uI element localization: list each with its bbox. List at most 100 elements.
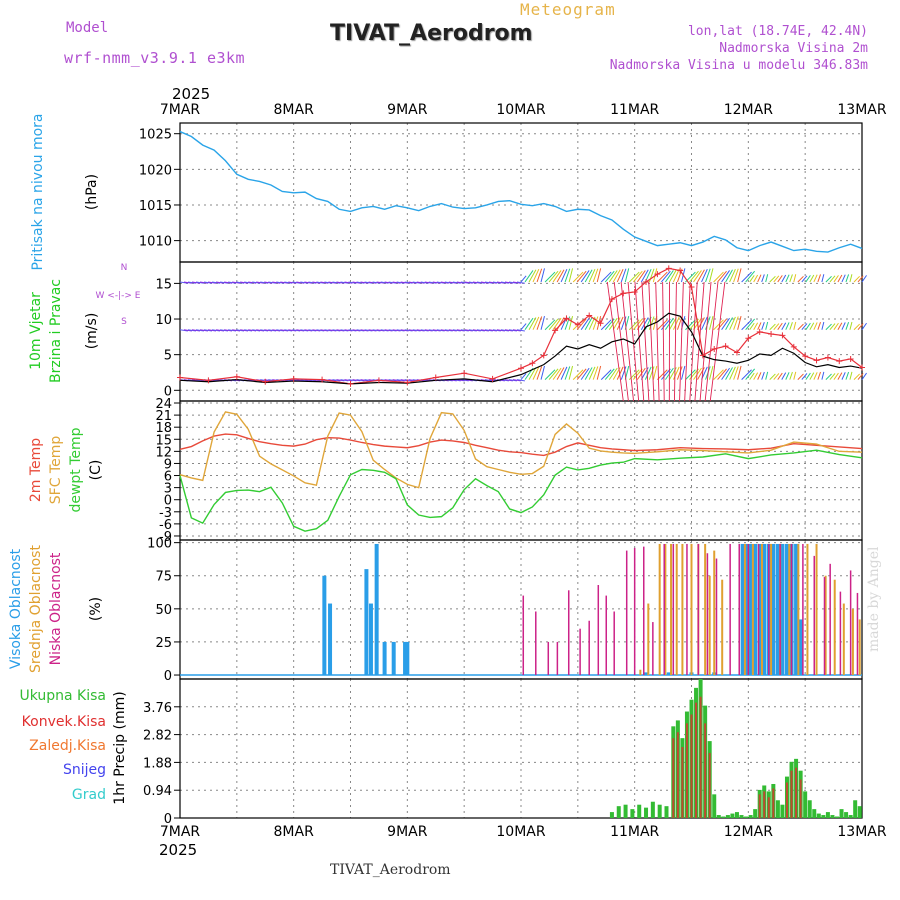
wind-barb	[837, 322, 843, 330]
wind-barb	[356, 281, 365, 284]
wind-barb	[320, 281, 329, 284]
total-precip-bar	[616, 806, 621, 818]
wind-barb	[508, 329, 517, 332]
total-precip-bar	[739, 815, 744, 818]
wind-barb	[460, 281, 469, 284]
wind-arrow	[655, 281, 660, 402]
wind-barb	[665, 270, 674, 283]
wind-barb	[829, 323, 836, 331]
wind-barb	[536, 366, 543, 380]
x-tick-label-top: 12MAR	[724, 102, 773, 118]
wind-barb	[524, 317, 534, 331]
y-tick-label: 100	[147, 537, 172, 552]
mid-cloud-bar	[797, 543, 800, 676]
wind-barb	[741, 319, 752, 331]
y-tick-label: 75	[155, 570, 172, 585]
wind-barb	[460, 379, 469, 382]
y-tick-label: 24	[155, 397, 172, 412]
wind-barb	[464, 379, 473, 382]
wind-barb	[809, 322, 815, 330]
total-precip-bar	[637, 804, 642, 818]
wind-barb	[508, 281, 517, 284]
mid-cloud-bar	[751, 543, 754, 676]
wind-barb	[384, 281, 393, 284]
wind-barb	[733, 366, 739, 380]
y-tick-label: 6	[164, 470, 172, 485]
wind-barb	[604, 270, 615, 283]
high-cloud-bar	[644, 672, 649, 676]
gust-marker	[859, 364, 865, 371]
compass-north: N	[121, 263, 128, 273]
wind-barb	[592, 316, 599, 330]
x-tick-label-top: 13MAR	[837, 102, 886, 118]
high-cloud-bar	[391, 641, 396, 676]
wind-barb	[837, 372, 843, 380]
gust-marker	[574, 321, 581, 328]
wind-barb	[580, 367, 590, 380]
low-cloud-bar	[625, 550, 628, 676]
wind-barb	[813, 322, 818, 330]
cloud-axis-title-2: Srednja Oblacnost	[28, 545, 44, 673]
wind-barb	[737, 316, 742, 330]
wind-barb	[805, 322, 811, 331]
wind-barb	[476, 329, 485, 332]
total-precip-bar	[821, 815, 826, 818]
wind-barb	[432, 281, 441, 284]
wind-barb	[248, 281, 257, 284]
low-cloud-bar	[643, 546, 645, 676]
wind-barb	[260, 379, 269, 382]
wind-barb	[821, 371, 825, 380]
wind-barb	[616, 366, 624, 380]
low-cloud-bar	[813, 555, 816, 676]
wind-barb	[208, 281, 217, 284]
wind-barb	[191, 379, 201, 382]
wind-barb	[532, 316, 540, 330]
wind-arrow	[709, 281, 726, 402]
wind-barb	[203, 281, 213, 284]
wind-barb	[596, 268, 602, 283]
total-precip-bar	[803, 791, 808, 818]
wind-barb	[705, 316, 711, 330]
wind-barb	[576, 368, 587, 380]
y-tick-label: 1.88	[143, 756, 172, 771]
wind-barb	[456, 379, 465, 382]
wind-barb	[584, 317, 593, 330]
wind-barb	[753, 322, 759, 330]
wind-barb	[777, 322, 783, 331]
gust-marker	[552, 327, 559, 334]
wind-barb	[853, 373, 860, 380]
x-tick-label-bottom: 13MAR	[837, 824, 886, 840]
total-precip-bar	[630, 809, 635, 818]
wind-barb	[793, 321, 797, 330]
mid-cloud-bar	[664, 543, 667, 676]
gust-marker	[518, 365, 524, 372]
wind-barb	[240, 329, 249, 332]
wind-barb	[264, 281, 273, 284]
wind-barb	[721, 270, 730, 283]
low-cloud-bar	[715, 558, 718, 676]
wind-barb	[452, 329, 461, 332]
wind-barb	[532, 269, 540, 283]
wind-barb	[600, 369, 612, 380]
wind-barb	[797, 275, 804, 283]
wind-barb	[825, 373, 832, 380]
wind-barb	[861, 322, 867, 331]
mid-cloud-bar	[760, 543, 763, 676]
wind-barb	[372, 281, 381, 284]
wind-barb	[701, 316, 708, 330]
wind-barb	[328, 329, 337, 332]
gust-marker	[722, 343, 729, 350]
y-tick-label: 0	[164, 384, 172, 399]
wind-barb	[845, 371, 850, 380]
high-cloud-bar	[748, 543, 753, 676]
low-cloud-bar	[672, 543, 675, 676]
gust-marker	[597, 320, 604, 327]
low-cloud-bar	[579, 628, 581, 676]
mid-cloud-bar	[824, 575, 827, 676]
wind-barb	[693, 270, 702, 283]
wind-barb	[360, 281, 369, 284]
wind-barb	[520, 275, 527, 283]
conv-precip-bar	[763, 791, 766, 818]
high-cloud-bar	[798, 619, 803, 676]
wind-barb	[568, 268, 574, 283]
